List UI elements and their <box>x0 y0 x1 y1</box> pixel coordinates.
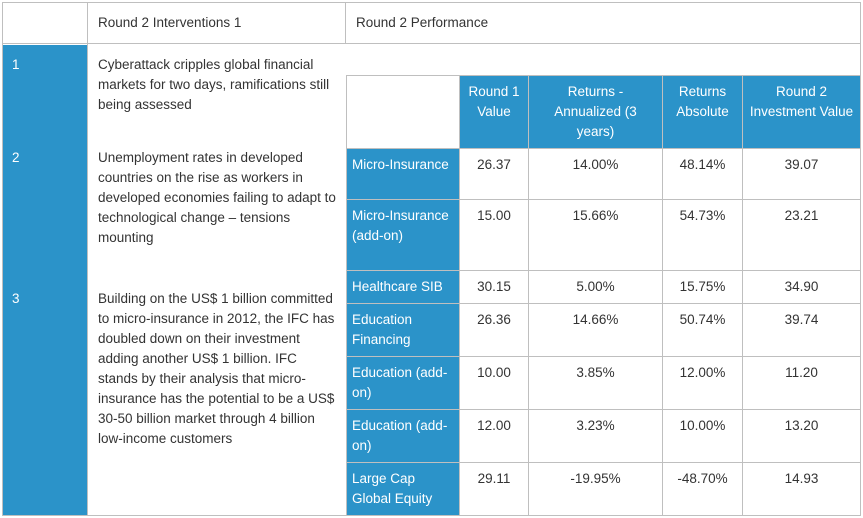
round1-value: 26.37 <box>459 148 529 200</box>
row-number-2: 2 <box>12 150 20 165</box>
returns-annualized: 3.23% <box>528 409 663 463</box>
header-row: Round 2 Interventions 1 Round 2 Performa… <box>2 2 861 44</box>
row-number-1: 1 <box>12 57 20 72</box>
table-row: Micro-Insurance 26.37 14.00% 48.14% 39.0… <box>346 148 861 200</box>
returns-absolute: 12.00% <box>662 356 743 410</box>
returns-annualized: 14.66% <box>528 303 663 357</box>
returns-annualized: 14.00% <box>528 148 663 200</box>
table-row: Large Cap Global Equity 29.11 -19.95% -4… <box>346 462 861 516</box>
returns-annualized: 5.00% <box>528 270 663 304</box>
row-label: Education (add-on) <box>346 409 460 463</box>
row-label: Education (add-on) <box>346 356 460 410</box>
round2-value: 39.74 <box>742 303 861 357</box>
header-round1-value: Round 1 Value <box>459 75 529 149</box>
returns-absolute: 54.73% <box>662 199 743 271</box>
round2-value: 34.90 <box>742 270 861 304</box>
round2-value: 39.07 <box>742 148 861 200</box>
column-divider-1 <box>87 2 88 516</box>
header-returns-annualized: Returns - Annualized (3 years) <box>528 75 663 149</box>
row-label: Large Cap Global Equity <box>346 462 460 516</box>
returns-annualized: 3.85% <box>528 356 663 410</box>
table-row: Education Financing 26.36 14.66% 50.74% … <box>346 303 861 357</box>
table-row: Education (add-on) 10.00 3.85% 12.00% 11… <box>346 356 861 410</box>
row-label: Education Financing <box>346 303 460 357</box>
round1-value: 10.00 <box>459 356 529 410</box>
returns-absolute: 50.74% <box>662 303 743 357</box>
returns-absolute: 15.75% <box>662 270 743 304</box>
returns-absolute: 48.14% <box>662 148 743 200</box>
round1-value: 15.00 <box>459 199 529 271</box>
header-returns-absolute: Returns Absolute <box>662 75 743 149</box>
returns-absolute: -48.70% <box>662 462 743 516</box>
round2-value: 13.20 <box>742 409 861 463</box>
row-label: Micro-Insurance (add-on) <box>346 199 460 271</box>
performance-header-blank <box>346 75 460 149</box>
table-row: Education (add-on) 12.00 3.23% 10.00% 13… <box>346 409 861 463</box>
round1-value: 29.11 <box>459 462 529 516</box>
round1-value: 12.00 <box>459 409 529 463</box>
round2-value: 11.20 <box>742 356 861 410</box>
performance-header-row: Round 1 Value Returns - Annualized (3 ye… <box>346 75 861 149</box>
row-index-column <box>3 45 87 515</box>
header-performance: Round 2 Performance <box>356 15 489 30</box>
round1-value: 26.36 <box>459 303 529 357</box>
round2-value: 14.93 <box>742 462 861 516</box>
performance-table: Round 1 Value Returns - Annualized (3 ye… <box>346 75 861 516</box>
round1-value: 30.15 <box>459 270 529 304</box>
returns-annualized: 15.66% <box>528 199 663 271</box>
returns-absolute: 10.00% <box>662 409 743 463</box>
header-interventions: Round 2 Interventions 1 <box>98 15 242 30</box>
intervention-text-3: Building on the US$ 1 billion committed … <box>98 291 335 446</box>
column-divider-2 <box>345 2 346 44</box>
intervention-text-1: Cyberattack cripples global financial ma… <box>98 57 330 112</box>
row-label: Healthcare SIB <box>346 270 460 304</box>
row-number-3: 3 <box>12 291 20 306</box>
intervention-text-2: Unemployment rates in developed countrie… <box>98 150 336 245</box>
table-row: Micro-Insurance (add-on) 15.00 15.66% 54… <box>346 199 861 271</box>
row-label: Micro-Insurance <box>346 148 460 200</box>
header-round2-investment-value: Round 2 Investment Value <box>742 75 861 149</box>
table-row: Healthcare SIB 30.15 5.00% 15.75% 34.90 <box>346 270 861 304</box>
header-index-cell <box>2 2 88 44</box>
returns-annualized: -19.95% <box>528 462 663 516</box>
round2-value: 23.21 <box>742 199 861 271</box>
